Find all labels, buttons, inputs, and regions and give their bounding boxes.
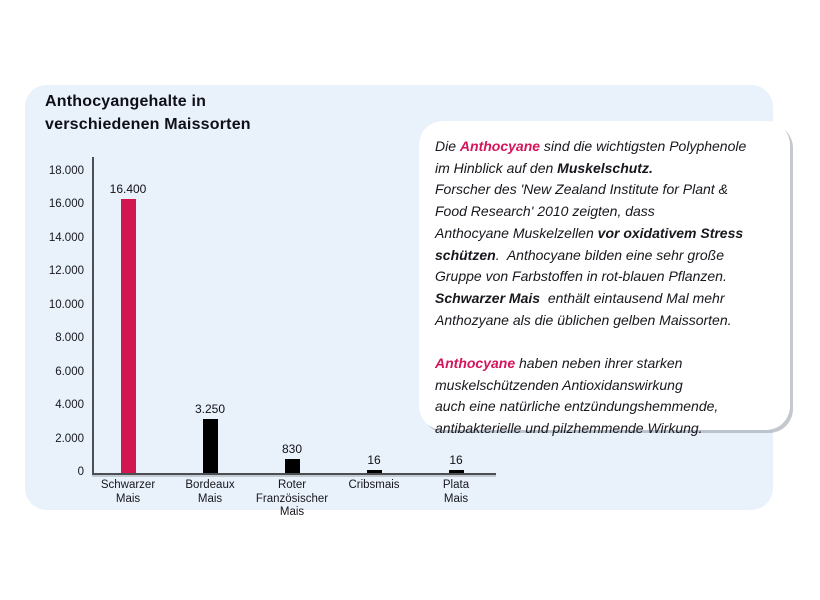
info-box: Die Anthocyane sind die wichtigsten Poly…: [419, 121, 790, 436]
text-segment: vor oxidativem Stress schützen: [435, 224, 744, 263]
text-segment: sind die wichtigsten Polyphenole im Hinb…: [435, 138, 747, 176]
info-paragraph: Die Anthocyane sind die wichtigsten Poly…: [435, 136, 778, 331]
y-axis-tick-label: 12.000: [48, 265, 84, 278]
y-axis-tick-label: 4.000: [55, 399, 84, 412]
bar-3: [284, 459, 300, 473]
y-axis-tick-label: 6.000: [55, 365, 84, 378]
bar-2: [202, 419, 218, 473]
text-segment: enthält eintausend Mal mehr Anthozyane a…: [435, 289, 732, 328]
x-axis-category-label: Schwarzer Mais: [100, 479, 156, 505]
bar-value-label: 16.400: [109, 182, 147, 196]
text-segment: haben neben ihrer starken muskelschützen…: [435, 355, 719, 437]
text-segment: Forscher des 'New Zealand Institute for …: [435, 181, 728, 241]
accent-text: Anthocyane: [435, 355, 516, 372]
text-segment: . Anthocyane bilden eine sehr große Grup…: [435, 246, 727, 285]
x-axis-category-label: Plata Mais: [442, 479, 470, 505]
bar-1: [120, 199, 136, 473]
accent-text: Anthocyane: [459, 138, 541, 154]
bar-4: [366, 470, 382, 473]
x-axis-category-label: Bordeaux Mais: [185, 479, 235, 505]
y-axis-tick-label: 8.000: [55, 332, 84, 345]
info-paragraph: Anthocyane haben neben ihrer starken mus…: [435, 353, 778, 440]
bar-value-label: 16: [449, 453, 463, 467]
y-axis-tick-label: 10.000: [48, 298, 84, 311]
x-axis-line: [92, 473, 496, 475]
y-axis-line: [92, 157, 94, 475]
y-axis-tick-label: 14.000: [48, 231, 84, 244]
text-segment: Die: [435, 138, 460, 154]
bar-value-label: 16: [367, 453, 381, 467]
y-axis-tick-label: 18.000: [48, 165, 84, 177]
y-axis-tick-label: 2.000: [55, 432, 84, 445]
x-axis-category-label: Cribsmais: [348, 479, 400, 491]
text-segment: Schwarzer Mais: [435, 289, 541, 306]
x-axis-category-label: Roter Französischer Mais: [255, 479, 329, 519]
y-axis-tick-label: 16.000: [48, 198, 84, 211]
chart-title: Anthocyangehalte in verschiedenen Maisso…: [45, 93, 251, 134]
bar-value-label: 830: [281, 442, 303, 456]
text-segment: Muskelschutz.: [557, 159, 653, 176]
y-axis-tick-label: 0: [77, 466, 84, 478]
bar-5: [448, 470, 464, 473]
bar-value-label: 3.250: [194, 402, 226, 416]
